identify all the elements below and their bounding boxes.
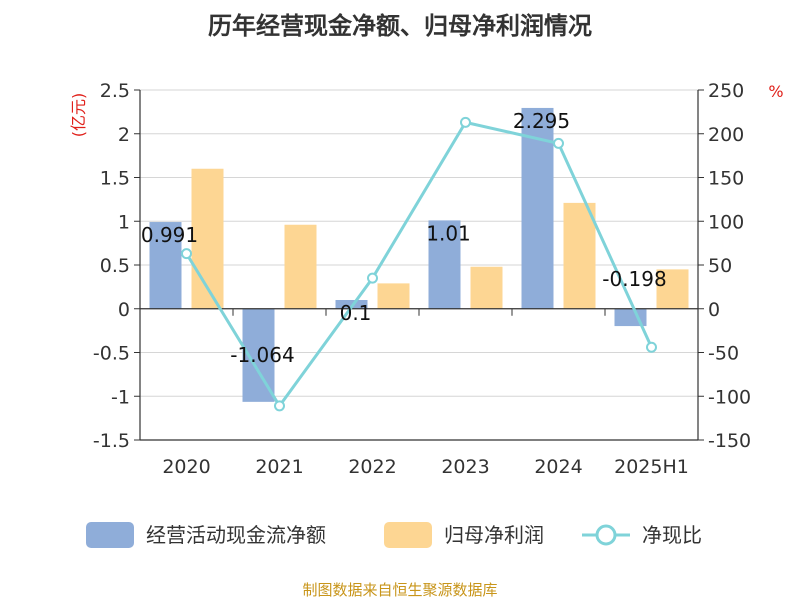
bar-net-profit	[656, 269, 689, 309]
legend-swatch-cashflow	[86, 522, 134, 548]
left-tick-label: -1.5	[93, 430, 130, 452]
legend-swatch-net-profit	[384, 522, 432, 548]
left-tick-label: 1	[118, 211, 130, 233]
left-tick-label: -1	[111, 386, 130, 408]
left-tick-label: 0	[118, 299, 130, 321]
left-tick-label: 2	[118, 124, 130, 146]
x-axis-tick-labels: 2020 2021 2022 2023 2024 2025H1	[162, 456, 689, 478]
x-tick-label: 2024	[534, 456, 582, 478]
bar-net-profit	[377, 283, 410, 309]
right-axis-tick-labels: 250 200 150 100 50 0 -50 -100 -150	[708, 80, 751, 452]
bar-cashflow	[149, 222, 182, 309]
right-tick-label: -100	[708, 386, 751, 408]
right-tick-label: -50	[708, 343, 739, 365]
data-label-cashflow: 0.1	[340, 301, 372, 325]
data-label-cashflow: 2.295	[513, 109, 570, 133]
left-tick-label: 1.5	[100, 168, 130, 190]
data-labels: 0.991 -1.064 0.1 1.01 2.295 -0.198	[141, 109, 667, 367]
data-label-cashflow: -1.064	[230, 343, 294, 367]
left-axis-tick-labels: 2.5 2 1.5 1 0.5 0 -0.5 -1 -1.5	[93, 80, 130, 452]
ratio-line-layer	[181, 116, 657, 412]
plot-area: 0.991 -1.064 0.1 1.01 2.295 -0.198	[134, 89, 704, 441]
chart-title: 历年经营现金净额、归母净利润情况	[208, 12, 592, 40]
legend-marker-ratio	[595, 524, 617, 546]
ratio-point	[274, 400, 285, 412]
bar-net-profit	[563, 202, 596, 309]
x-tick-label: 2020	[162, 456, 210, 478]
legend-item-ratio[interactable]: 净现比	[582, 523, 702, 547]
data-label-cashflow: 1.01	[426, 221, 471, 245]
right-tick-label: 200	[708, 124, 744, 146]
legend-label-ratio: 净现比	[642, 523, 702, 547]
source-note: 制图数据来自恒生聚源数据库	[302, 581, 497, 599]
bar-net-profit	[284, 224, 317, 309]
bar-net-profit	[470, 266, 503, 309]
ratio-point	[646, 341, 657, 353]
legend-item-cashflow[interactable]: 经营活动现金流净额	[86, 522, 326, 548]
ratio-line	[185, 120, 653, 409]
left-axis-unit: (亿元)	[69, 93, 88, 138]
legend: 经营活动现金流净额 归母净利润 净现比	[86, 522, 702, 548]
left-tick-label: 0.5	[100, 255, 130, 277]
ratio-point	[460, 116, 471, 128]
right-tick-label: -150	[708, 430, 751, 452]
x-tick-label: 2022	[348, 456, 396, 478]
ratio-point	[553, 137, 564, 149]
legend-label-net-profit: 归母净利润	[444, 523, 544, 547]
legend-item-net-profit[interactable]: 归母净利润	[384, 522, 544, 548]
left-tick-label: -0.5	[93, 343, 130, 365]
axes	[134, 89, 704, 441]
x-tick-label: 2025H1	[614, 456, 689, 478]
x-tick-label: 2023	[441, 456, 489, 478]
bar-cashflow	[335, 300, 368, 309]
right-axis-unit: %	[768, 82, 783, 101]
gridlines	[140, 89, 698, 441]
bar-cashflow	[428, 220, 461, 309]
ratio-point	[367, 272, 378, 284]
bars	[149, 107, 689, 402]
right-tick-label: 50	[708, 255, 732, 277]
left-tick-label: 2.5	[100, 80, 130, 102]
data-label-cashflow: 0.991	[141, 223, 198, 247]
ratio-point	[181, 248, 192, 260]
legend-label-cashflow: 经营活动现金流净额	[146, 523, 326, 547]
right-tick-label: 150	[708, 168, 744, 190]
right-tick-label: 100	[708, 211, 744, 233]
right-tick-label: 0	[708, 299, 720, 321]
x-tick-label: 2021	[255, 456, 303, 478]
right-tick-label: 250	[708, 80, 744, 102]
data-label-cashflow: -0.198	[602, 267, 666, 291]
